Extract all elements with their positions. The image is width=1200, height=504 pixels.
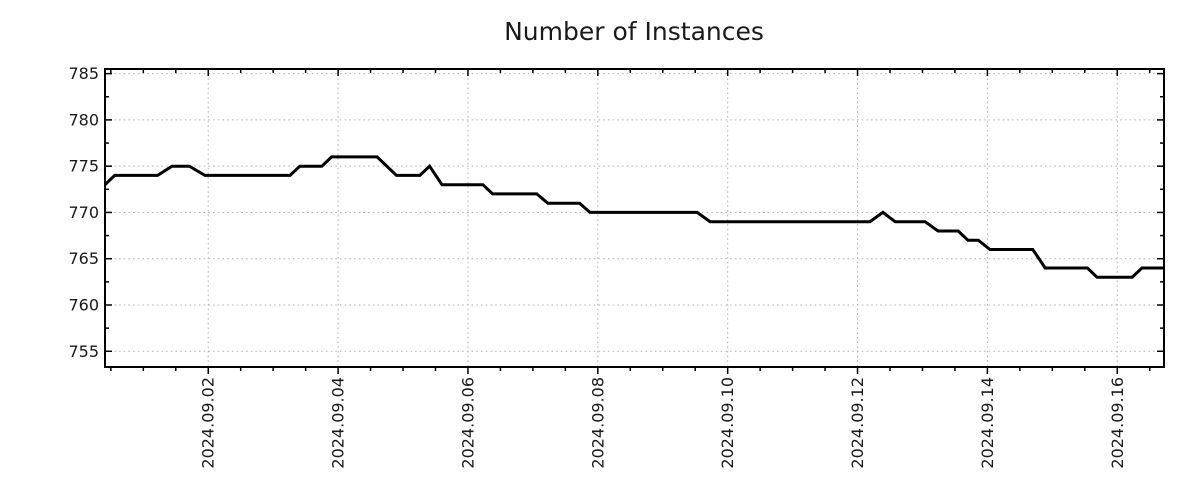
- x-axis-tick-label: 2024.09.04: [329, 377, 348, 469]
- y-axis-tick-label: 760: [68, 295, 99, 314]
- x-axis-labels: 2024.09.02 2024.09.04 2024.09.06 2024.09.08…: [199, 377, 1127, 469]
- y-axis-tick-label: 755: [68, 342, 99, 361]
- x-axis-tick-label: 2024.09.10: [718, 377, 737, 469]
- y-axis-tick-label: 770: [68, 203, 99, 222]
- gridlines: [105, 69, 1164, 367]
- y-axis-tick-label: 775: [68, 157, 99, 176]
- x-axis-tick-label: 2024.09.16: [1108, 377, 1127, 469]
- plot-border: [104, 68, 1165, 368]
- y-axis-tick-label: 785: [68, 64, 99, 83]
- y-axis-labels: 755 760 765 770 775 780 785: [68, 64, 99, 361]
- x-axis-tick-label: 2024.09.08: [588, 377, 607, 469]
- axis-ticks: [105, 69, 1164, 374]
- x-axis-tick-label: 2024.09.12: [848, 377, 867, 469]
- data-line: [103, 155, 1164, 279]
- chart-title: Number of Instances: [504, 17, 764, 46]
- y-axis-tick-label: 765: [68, 249, 99, 268]
- x-axis-tick-label: 2024.09.02: [199, 377, 218, 469]
- y-axis-tick-label: 780: [68, 110, 99, 129]
- x-axis-tick-label: 2024.09.14: [978, 377, 997, 469]
- x-axis-tick-label: 2024.09.06: [458, 377, 477, 469]
